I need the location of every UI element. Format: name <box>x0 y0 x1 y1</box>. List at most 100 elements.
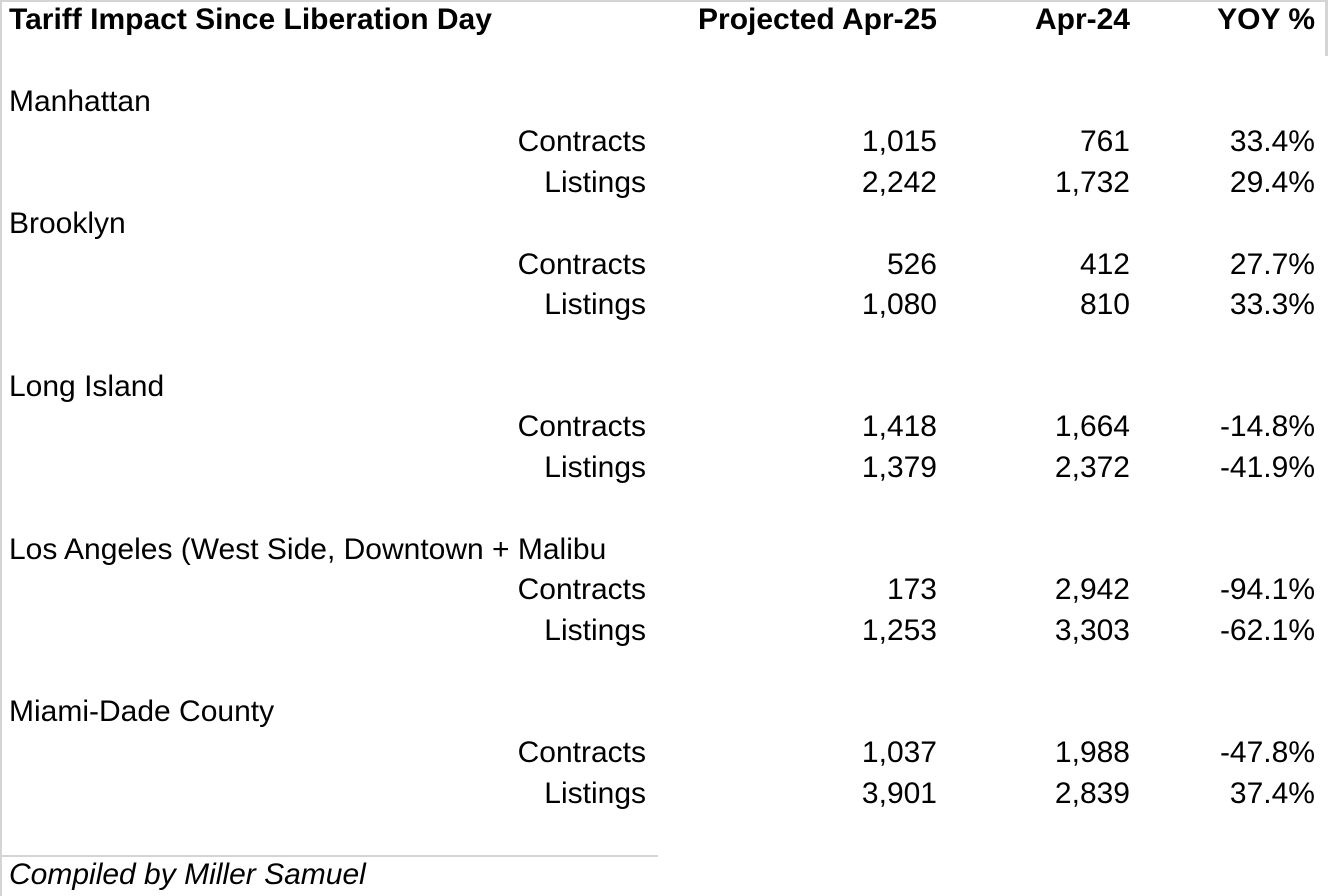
empty-cell <box>945 692 1137 733</box>
yoy-pct-value: 37.4% <box>1229 776 1315 810</box>
metric-label: Listings <box>544 614 646 647</box>
col-header-projected-apr-25: Projected Apr-25 <box>698 3 937 37</box>
metric-label: Listings <box>544 288 646 322</box>
empty-cell <box>1137 326 1328 367</box>
region-row: Los Angeles (West Side, Downtown + Malib… <box>0 529 1328 570</box>
apr-24-value: 2,942 <box>1054 573 1130 607</box>
projected-apr-25-value: 1,015 <box>861 125 937 159</box>
empty-cell <box>650 81 945 122</box>
yoy-pct-value: 33.3% <box>1229 288 1315 322</box>
empty-cell <box>650 489 945 530</box>
empty-cell <box>650 529 945 570</box>
yoy-pct-value: -41.9% <box>1219 451 1315 485</box>
region-label: Miami-Dade County <box>9 695 275 729</box>
spacer-row <box>0 652 1328 693</box>
empty-cell <box>1137 529 1328 570</box>
empty-cell <box>945 529 1137 570</box>
metric-label: Contracts <box>517 573 646 607</box>
apr-24-value: 3,303 <box>1054 614 1130 647</box>
empty-cell <box>1137 652 1328 693</box>
metric-label: Listings <box>544 776 646 810</box>
region-label: Los Angeles (West Side, Downtown + Malib… <box>9 532 607 566</box>
projected-apr-25-value: 1,379 <box>861 451 937 485</box>
gridline-footer-top <box>0 855 658 857</box>
projected-apr-25-value: 526 <box>886 247 937 281</box>
empty-cell <box>650 41 945 82</box>
apr-24-value: 412 <box>1079 247 1130 281</box>
apr-24-value: 2,839 <box>1054 776 1130 810</box>
col-header-yoy-pct: YOY % <box>1217 3 1315 37</box>
page-title: Tariff Impact Since Liberation Day <box>9 3 492 37</box>
empty-cell <box>945 204 1137 245</box>
empty-cell <box>1137 692 1328 733</box>
data-row: Listings 2,242 1,732 29.4% <box>0 163 1328 204</box>
empty-cell <box>945 652 1137 693</box>
metric-label: Contracts <box>517 410 646 444</box>
empty-cell <box>945 366 1137 407</box>
region-row: Miami-Dade County <box>0 692 1328 733</box>
apr-24-value: 1,664 <box>1054 410 1130 444</box>
data-row: Listings 1,253 3,303 -62.1% <box>0 611 1328 652</box>
spacer-row <box>0 489 1328 530</box>
data-row: Contracts 1,015 761 33.4% <box>0 122 1328 163</box>
gridline-left <box>0 0 2 896</box>
region-row: Long Island <box>0 366 1328 407</box>
data-row: Listings 3,901 2,839 37.4% <box>0 774 1328 815</box>
region-label: Long Island <box>9 369 165 403</box>
empty-cell <box>650 366 945 407</box>
empty-cell <box>1137 489 1328 530</box>
gridline-top <box>0 0 1328 2</box>
empty-cell <box>1137 81 1328 122</box>
apr-24-value: 761 <box>1079 125 1130 159</box>
metric-label: Contracts <box>517 736 646 770</box>
empty-cell <box>1137 41 1328 82</box>
empty-cell <box>945 489 1137 530</box>
yoy-pct-value: -14.8% <box>1219 410 1315 444</box>
region-label: Brooklyn <box>9 206 126 240</box>
spacer-row <box>0 814 1328 855</box>
spacer-row <box>0 326 1328 367</box>
data-row: Listings 1,379 2,372 -41.9% <box>0 448 1328 489</box>
projected-apr-25-value: 1,253 <box>861 614 937 647</box>
data-row: Contracts 526 412 27.7% <box>0 244 1328 285</box>
empty-cell <box>650 652 945 693</box>
data-row: Contracts 173 2,942 -94.1% <box>0 570 1328 611</box>
spacer-row <box>0 41 1328 82</box>
empty-cell <box>0 41 650 82</box>
region-row: Manhattan <box>0 81 1328 122</box>
empty-cell <box>650 692 945 733</box>
header-row: Tariff Impact Since Liberation Day Proje… <box>0 0 1328 41</box>
projected-apr-25-value: 3,901 <box>861 776 937 810</box>
yoy-pct-value: -94.1% <box>1219 573 1315 607</box>
empty-cell <box>650 326 945 367</box>
apr-24-value: 810 <box>1079 288 1130 322</box>
col-header-apr-24: Apr-24 <box>1034 3 1130 37</box>
empty-cell <box>0 652 650 693</box>
footer-row: Compiled by Miller Samuel <box>0 855 1328 896</box>
table-body: Manhattan Contracts 1,015 761 33.4% Listings 2… <box>0 41 1328 815</box>
metric-label: Contracts <box>517 125 646 159</box>
gridline-right <box>1325 0 1328 56</box>
apr-24-value: 2,372 <box>1054 451 1130 485</box>
yoy-pct-value: 33.4% <box>1229 125 1315 159</box>
metric-label: Listings <box>544 166 646 200</box>
projected-apr-25-value: 173 <box>886 573 937 607</box>
data-row: Contracts 1,037 1,988 -47.8% <box>0 733 1328 774</box>
apr-24-value: 1,732 <box>1054 166 1130 200</box>
projected-apr-25-value: 1,037 <box>861 736 937 770</box>
data-row: Contracts 1,418 1,664 -14.8% <box>0 407 1328 448</box>
empty-cell <box>945 81 1137 122</box>
yoy-pct-value: -47.8% <box>1219 736 1315 770</box>
empty-cell <box>0 326 650 367</box>
region-label: Manhattan <box>9 84 151 118</box>
apr-24-value: 1,988 <box>1054 736 1130 770</box>
yoy-pct-value: 29.4% <box>1229 166 1315 200</box>
empty-cell <box>1137 204 1328 245</box>
empty-cell <box>1137 366 1328 407</box>
empty-cell <box>945 326 1137 367</box>
region-row: Brooklyn <box>0 204 1328 245</box>
metric-label: Contracts <box>517 247 646 281</box>
empty-cell <box>650 204 945 245</box>
